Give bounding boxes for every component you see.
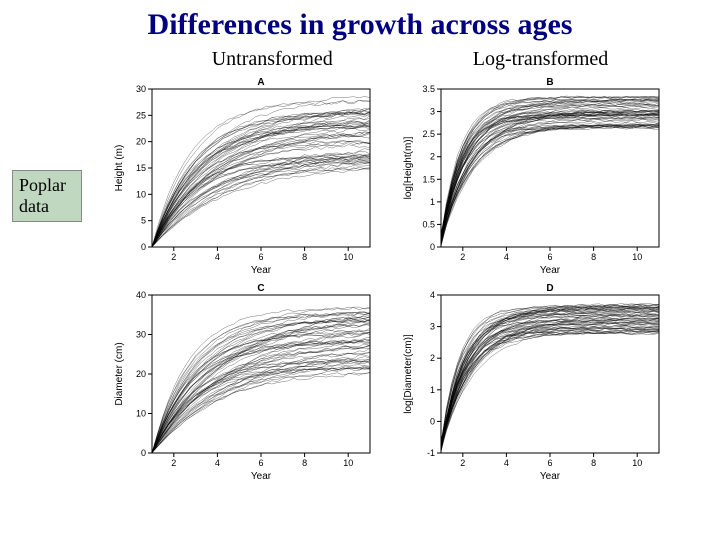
- svg-text:4: 4: [215, 252, 220, 262]
- svg-text:8: 8: [302, 252, 307, 262]
- svg-text:6: 6: [547, 252, 552, 262]
- svg-text:20: 20: [136, 369, 146, 379]
- svg-text:0: 0: [141, 448, 146, 458]
- panel-A: 2 4 6 8 10 0 5 10 15 20 25 30 Year Height (m) A: [110, 75, 391, 275]
- svg-text:2: 2: [430, 152, 435, 162]
- sidebar-line1: Poplar: [19, 175, 66, 195]
- sidebar-line2: data: [19, 196, 49, 216]
- svg-text:B: B: [546, 77, 553, 88]
- svg-text:Year: Year: [251, 265, 272, 275]
- svg-text:4: 4: [504, 252, 509, 262]
- panel-B: 2 4 6 8 10 0 0.5 1 1.5 2 2.5 3 3.5 Year log[Height(m)]…: [399, 75, 680, 275]
- chart-svg: 2 4 6 8 10 0 10 20 30 40 Year Diameter (cm) C: [110, 281, 380, 481]
- svg-text:D: D: [546, 283, 553, 294]
- svg-text:Year: Year: [540, 471, 561, 481]
- col-header-left: Untransformed: [212, 48, 333, 71]
- svg-text:3: 3: [430, 322, 435, 332]
- svg-text:-1: -1: [427, 448, 435, 458]
- column-headers: Untransformed Log-transformed: [100, 48, 720, 71]
- chart-svg: 2 4 6 8 10 -1 0 1 2 3 4 Year log[Diameter(cm)] D: [399, 281, 669, 481]
- svg-text:6: 6: [258, 458, 263, 468]
- svg-text:5: 5: [141, 216, 146, 226]
- svg-text:1: 1: [430, 385, 435, 395]
- svg-text:Diameter (cm): Diameter (cm): [114, 342, 125, 405]
- svg-text:10: 10: [632, 252, 642, 262]
- svg-text:Height (m): Height (m): [114, 145, 125, 192]
- svg-text:C: C: [257, 283, 264, 294]
- svg-text:log[Diameter(cm)]: log[Diameter(cm)]: [403, 334, 414, 414]
- svg-text:8: 8: [591, 458, 596, 468]
- svg-text:0.5: 0.5: [422, 219, 435, 229]
- svg-text:10: 10: [136, 409, 146, 419]
- svg-text:log[Height(m)]: log[Height(m)]: [403, 136, 414, 199]
- chart-svg: 2 4 6 8 10 0 0.5 1 1.5 2 2.5 3 3.5 Year log[Height(m)]…: [399, 75, 669, 275]
- svg-text:10: 10: [136, 189, 146, 199]
- svg-text:0: 0: [430, 416, 435, 426]
- sidebar-label: Poplar data: [12, 170, 82, 222]
- svg-text:30: 30: [136, 330, 146, 340]
- svg-text:2: 2: [460, 458, 465, 468]
- svg-text:3.5: 3.5: [422, 84, 435, 94]
- svg-text:15: 15: [136, 163, 146, 173]
- svg-text:30: 30: [136, 84, 146, 94]
- svg-text:A: A: [257, 77, 264, 88]
- svg-text:2: 2: [171, 458, 176, 468]
- svg-text:6: 6: [547, 458, 552, 468]
- page-title: Differences in growth across ages: [0, 0, 720, 48]
- svg-text:0: 0: [141, 242, 146, 252]
- svg-text:1.5: 1.5: [422, 174, 435, 184]
- svg-text:4: 4: [430, 290, 435, 300]
- svg-text:3: 3: [430, 107, 435, 117]
- panel-C: 2 4 6 8 10 0 10 20 30 40 Year Diameter (cm) C: [110, 281, 391, 481]
- svg-text:2: 2: [171, 252, 176, 262]
- svg-text:6: 6: [258, 252, 263, 262]
- svg-text:10: 10: [343, 252, 353, 262]
- svg-text:Year: Year: [251, 471, 272, 481]
- chart-svg: 2 4 6 8 10 0 5 10 15 20 25 30 Year Height (m) A: [110, 75, 380, 275]
- svg-text:4: 4: [215, 458, 220, 468]
- svg-text:20: 20: [136, 137, 146, 147]
- chart-grid: 246810051015202530YearHeight (m)A 246810…: [0, 75, 720, 481]
- svg-text:1: 1: [430, 197, 435, 207]
- svg-text:8: 8: [591, 252, 596, 262]
- svg-text:4: 4: [504, 458, 509, 468]
- svg-text:2.5: 2.5: [422, 129, 435, 139]
- svg-text:25: 25: [136, 110, 146, 120]
- svg-text:10: 10: [343, 458, 353, 468]
- svg-text:0: 0: [430, 242, 435, 252]
- svg-text:2: 2: [430, 353, 435, 363]
- col-header-right: Log-transformed: [473, 48, 609, 71]
- svg-text:40: 40: [136, 290, 146, 300]
- panel-D: 2 4 6 8 10 -1 0 1 2 3 4 Year log[Diameter(cm)] D: [399, 281, 680, 481]
- svg-text:2: 2: [460, 252, 465, 262]
- svg-text:8: 8: [302, 458, 307, 468]
- svg-text:10: 10: [632, 458, 642, 468]
- svg-text:Year: Year: [540, 265, 561, 275]
